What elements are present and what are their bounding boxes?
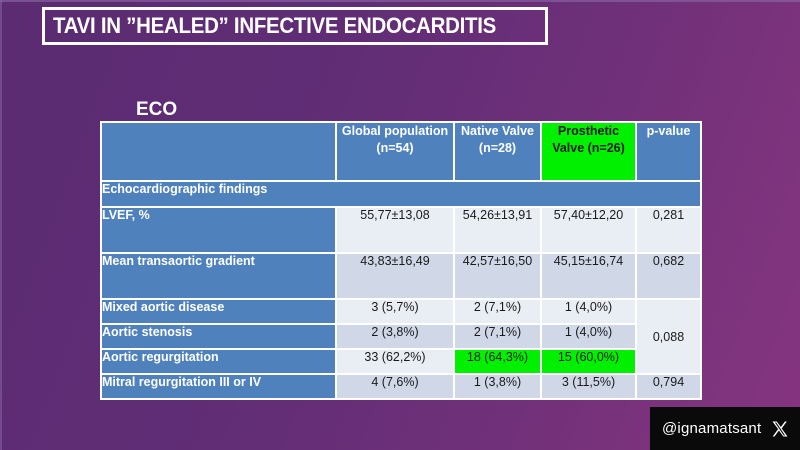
cell-global: 2 (3,8%) (335, 323, 455, 350)
header-global: Global population (n=54) (335, 121, 455, 182)
cell-native: 54,26±13,91 (453, 206, 542, 254)
cell-prosthetic: 1 (4,0%) (540, 298, 637, 325)
cell-native: 42,57±16,50 (453, 252, 542, 300)
section-title: Echocardiographic findings (100, 180, 702, 208)
row-label: Aortic stenosis (100, 323, 337, 350)
table-row: Mitral regurgitation III or IV 4 (7,6%) … (100, 373, 702, 400)
cell-p-value-merged: 0,088 (635, 298, 702, 375)
row-label: Mixed aortic disease (100, 298, 337, 325)
table-header-row: Global population (n=54) Native Valve (n… (100, 121, 702, 182)
row-label: Aortic regurgitation (100, 348, 337, 375)
cell-global: 4 (7,6%) (335, 373, 455, 400)
cell-global: 43,83±16,49 (335, 252, 455, 300)
header-prosthetic: Prosthetic Valve (n=26) (540, 121, 637, 182)
echo-findings-table: Global population (n=54) Native Valve (n… (100, 121, 702, 400)
slide-top-edge (0, 0, 800, 2)
x-logo-icon (772, 421, 788, 436)
cell-global: 33 (62,2%) (335, 348, 455, 375)
row-label: Mitral regurgitation III or IV (100, 373, 337, 400)
cell-native: 2 (7,1%) (453, 298, 542, 325)
section-row: Echocardiographic findings (100, 180, 702, 208)
cell-prosthetic: 57,40±12,20 (540, 206, 637, 254)
social-handle: @ignamatsant (662, 420, 762, 437)
header-native: Native Valve (n=28) (453, 121, 542, 182)
table-row: Aortic regurgitation 33 (62,2%) 18 (64,3… (100, 348, 701, 375)
cell-prosthetic: 45,15±16,74 (540, 252, 637, 300)
cell-p-value: 0,682 (635, 252, 702, 300)
cell-global: 3 (5,7%) (335, 298, 455, 325)
table-row: Aortic stenosis 2 (3,8%) 2 (7,1%) 1 (4,0… (100, 323, 701, 350)
section-label: ECO (136, 99, 178, 120)
cell-native: 2 (7,1%) (453, 323, 542, 350)
cell-p-value: 0,281 (635, 206, 702, 254)
cell-global: 55,77±13,08 (335, 206, 455, 254)
cell-prosthetic: 1 (4,0%) (540, 323, 637, 350)
slide-title-box: TAVI IN ”HEALED” INFECTIVE ENDOCARDITIS (42, 7, 548, 45)
cell-prosthetic: 3 (11,5%) (540, 373, 637, 400)
header-label-cell (100, 121, 337, 182)
social-watermark: @ignamatsant (650, 407, 800, 450)
table-row: Mixed aortic disease 3 (5,7%) 2 (7,1%) 1… (100, 298, 702, 375)
header-p-value: p-value (635, 121, 702, 182)
cell-native-highlighted: 18 (64,3%) (453, 348, 542, 375)
row-label: LVEF, % (100, 206, 337, 254)
slide-title: TAVI IN ”HEALED” INFECTIVE ENDOCARDITIS (53, 13, 497, 38)
row-label: Mean transaortic gradient (100, 252, 337, 300)
cell-prosthetic-highlighted: 15 (60,0%) (540, 348, 637, 375)
table-row: Mean transaortic gradient 43,83±16,49 42… (100, 252, 702, 300)
slide-left-edge (0, 0, 2, 450)
table-row: LVEF, % 55,77±13,08 54,26±13,91 57,40±12… (100, 206, 702, 254)
cell-native: 1 (3,8%) (453, 373, 542, 400)
cell-p-value: 0,794 (635, 373, 702, 400)
